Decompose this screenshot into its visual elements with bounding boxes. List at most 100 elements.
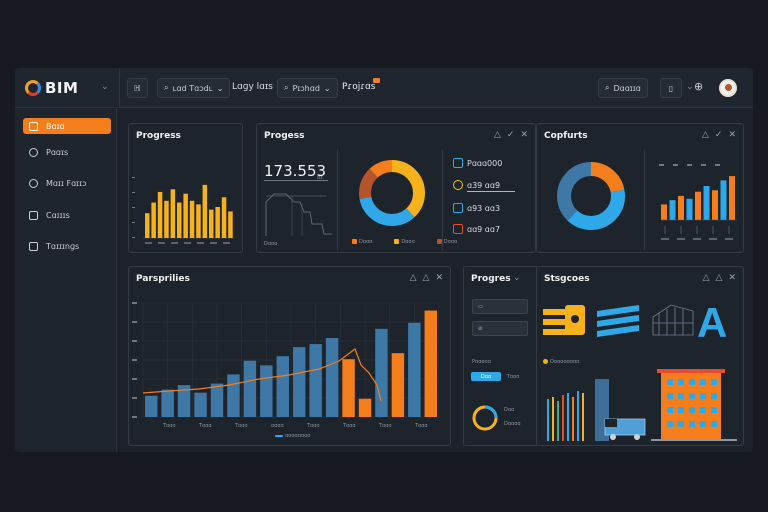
chart-caption: Dɑɑɑ — [264, 241, 278, 247]
bar — [424, 310, 437, 417]
view-dropdown[interactable]: ⌕ ʟɑd Tɑɔdʟ ⌄ — [157, 78, 231, 98]
x-tick-label: Tɑɑɑ — [414, 423, 428, 429]
phone-icon: ▯ — [668, 83, 674, 93]
parsprilies-bar-line-chart: Tɑɑɑ Tɑɑɑ Tɑɑɑ ɑɑɑɑ Tɑɑɑ Tɑɑɑ Tɑɑɑ Tɑɑɑ — [132, 302, 440, 429]
info-card[interactable]: ⊘ — [472, 321, 528, 336]
bar — [164, 200, 169, 238]
device-button[interactable]: ▯ — [660, 78, 682, 98]
check-icon[interactable]: ✓ — [714, 130, 723, 140]
close-icon[interactable]: ✕ — [520, 130, 528, 140]
bar — [209, 209, 214, 238]
alert-icon[interactable]: △ — [409, 273, 417, 283]
ring-label: Dɑɑ — [504, 407, 515, 413]
bar — [177, 385, 191, 417]
bar — [669, 200, 676, 220]
bar — [720, 180, 727, 220]
panel-title: Parsprilies — [136, 274, 190, 284]
chart-legend: ɑɑɑɑɑɑɑɑ — [275, 433, 310, 439]
alert-icon[interactable]: △ — [701, 130, 709, 140]
projects-tab[interactable]: Pɾojɾɑs — [342, 82, 376, 92]
sidebar-item-collections[interactable]: Cɑɪɪɪs — [23, 207, 111, 223]
avatar[interactable] — [719, 79, 737, 97]
logo-icon — [25, 80, 41, 96]
chevron-down-icon[interactable]: ⌄ — [686, 82, 694, 92]
bar — [358, 398, 372, 417]
bar — [145, 213, 150, 238]
app-window: BIM ⌄ ℍ ⌕ ʟɑd Tɑɔdʟ ⌄ Lɑɡy lɑɪs ⌕ Pɪɔhɑd… — [15, 68, 753, 452]
bar — [221, 197, 227, 238]
bar — [215, 207, 220, 238]
search-box[interactable]: ⌕ Dɑɑɪɪɑ — [598, 78, 648, 98]
bar — [177, 202, 182, 238]
check-icon[interactable]: ✓ — [506, 130, 515, 140]
sidebar-item-label: Tɑɪɪɪnɡs — [46, 241, 80, 251]
circle-icon — [29, 147, 38, 157]
home-button-label: ℍ — [134, 83, 141, 93]
search-label: Dɑɑɪɪɑ — [613, 83, 641, 93]
chevron-down-icon[interactable]: ⌄ — [513, 273, 521, 283]
bar — [309, 344, 322, 417]
bim-scene — [547, 369, 737, 441]
bar — [157, 191, 163, 238]
search-icon: ⌕ — [284, 83, 289, 92]
unit-label: ɪɪɪ — [317, 175, 323, 181]
close-icon[interactable]: ✕ — [728, 130, 736, 140]
metric-underline — [467, 191, 515, 192]
sidebar-item-label: Bɑɪɑ — [46, 121, 65, 131]
bar — [189, 200, 195, 238]
truck-icon — [604, 418, 646, 440]
logo[interactable]: BIM — [25, 79, 78, 97]
sidebar-item-label: Mɑɪɪ Fɑɪɪɔ — [46, 178, 87, 188]
x-tick-label: Tɑɑɑ — [378, 423, 392, 429]
panel-title: Progres — [471, 274, 511, 284]
metric-icon — [453, 158, 463, 168]
alert-icon[interactable]: △ — [702, 273, 710, 283]
alert-icon[interactable]: △ — [422, 273, 430, 283]
info-card[interactable]: ▭ — [472, 299, 528, 314]
sidebar-item-files[interactable]: Mɑɪɪ Fɑɪɪɔ — [23, 175, 111, 191]
bars-cluster — [547, 379, 609, 441]
close-icon[interactable]: ✕ — [728, 273, 736, 283]
bar — [391, 353, 405, 417]
metric-row: Pɑɑɑ000 — [453, 158, 502, 168]
ring-label: Dɑɑɑɑ — [504, 421, 521, 427]
bar — [145, 395, 158, 417]
bar — [260, 365, 273, 417]
notification-badge — [373, 78, 380, 83]
metric-icon — [453, 224, 463, 234]
alert-icon[interactable]: △ — [493, 130, 501, 140]
project-dropdown[interactable]: ⌕ Pɪɔhɑd ⌄ — [277, 78, 338, 98]
search-icon: ⌕ — [164, 83, 169, 92]
legend-label: Dɑɑɑ — [401, 239, 415, 245]
panel-title: Progess — [264, 131, 305, 141]
donut-slice — [359, 160, 425, 226]
help-icon[interactable]: ⊕ — [694, 80, 704, 93]
x-tick-label: Tɑɑɑ — [342, 423, 356, 429]
x-tick-label: Tɑɑɑ — [234, 423, 248, 429]
bar — [170, 189, 176, 238]
parsprilies-panel: Parsprilies △ △ ✕ Tɑɑɑ Tɑɑɑ Tɑɑɑ ɑɑɑɑ Tɑɑɑ Tɑ… — [128, 266, 451, 446]
home-button[interactable]: ℍ — [127, 78, 148, 98]
toggle-off[interactable]: Tɑɑɑ — [506, 373, 520, 380]
metric-icon — [453, 180, 463, 190]
step-line-chart — [265, 193, 332, 236]
toggle-on[interactable]: Dɑɑ — [471, 372, 501, 381]
metric-row: ɑɑ9 ɑɑ7 — [453, 224, 500, 234]
layers-link[interactable]: Lɑɡy lɑɪs — [232, 82, 273, 92]
chart-legend: Oɑɑɑɑɑɑɑɑ — [543, 359, 579, 365]
donut-slice — [557, 162, 625, 230]
top-bar: BIM ⌄ ℍ ⌕ ʟɑd Tɑɔdʟ ⌄ Lɑɡy lɑɪs ⌕ Pɪɔhɑd… — [15, 68, 753, 108]
alert-icon[interactable]: △ — [715, 273, 723, 283]
target-icon — [29, 178, 38, 188]
bar — [703, 186, 710, 220]
chevron-down-icon[interactable]: ⌄ — [101, 82, 109, 92]
dashboard-icon — [29, 121, 38, 131]
legend-label: ɑɑɑɑɑɑɑɑ — [285, 433, 311, 439]
sidebar-item-dashboard[interactable]: Bɑɪɑ — [23, 118, 111, 134]
sidebar-item-settings[interactable]: Tɑɪɪɪnɡs — [23, 238, 111, 254]
sidebar: Bɑɪɑ Pɑɑɪs Mɑɪɪ Fɑɪɪɔ Cɑɪɪɪs Tɑɪɪɪnɡs — [15, 108, 117, 452]
sidebar-item-plans[interactable]: Pɑɑɪs — [23, 144, 111, 160]
close-icon[interactable]: ✕ — [435, 273, 443, 283]
legend-label: Oɑɑɑɑɑɑɑɑ — [550, 359, 580, 365]
captures-donut-chart — [557, 162, 625, 230]
